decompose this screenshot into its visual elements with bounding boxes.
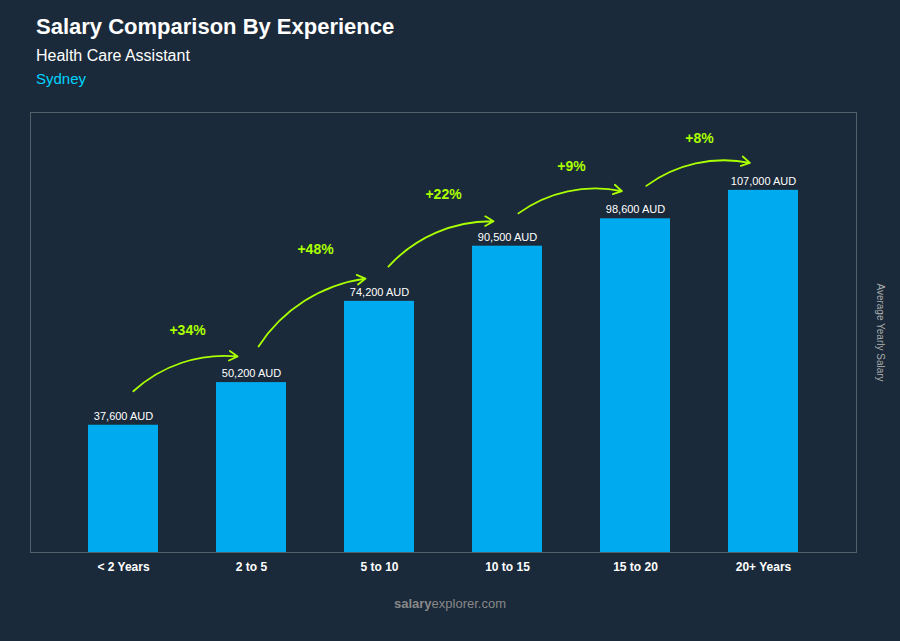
html-text:Salary Comparison By Experienc: Salary Comparison By Experience <box>36 14 395 39</box>
svg-text:Average Yearly Salary: Average Yearly Salary <box>875 283 886 381</box>
html-text:Sydney: Sydney <box>36 69 86 87</box>
html-text:Health Care Assistant: Health Care Assistant <box>36 47 190 65</box>
svg-text:50,200 AUD: 50,200 AUD <box>222 367 281 379</box>
svg-text:20+ Years: 20+ Years <box>736 560 792 574</box>
svg-text:+34%: +34% <box>169 322 206 338</box>
svg-text:+48%: +48% <box>297 240 334 256</box>
svg-text:98,600 AUD: 98,600 AUD <box>606 203 665 215</box>
svg-text:2 to 5: 2 to 5 <box>236 560 268 574</box>
svg-text:+9%: +9% <box>557 158 586 174</box>
svg-text:37,600 AUD: 37,600 AUD <box>94 409 153 421</box>
svg-text:90,500 AUD: 90,500 AUD <box>478 230 537 242</box>
svg-text:+8%: +8% <box>685 129 714 145</box>
svg-text:5 to 10: 5 to 10 <box>360 560 398 574</box>
svg-text:74,200 AUD: 74,200 AUD <box>350 285 409 297</box>
svg-text:107,000 AUD: 107,000 AUD <box>731 174 796 186</box>
svg-text:< 2 Years: < 2 Years <box>97 560 149 574</box>
svg-text:10 to 15: 10 to 15 <box>485 560 530 574</box>
html-text:salary explorer.com: salary explorer.com <box>394 595 506 611</box>
svg-text:15 to 20: 15 to 20 <box>613 560 658 574</box>
svg-text:+22%: +22% <box>425 185 462 201</box>
